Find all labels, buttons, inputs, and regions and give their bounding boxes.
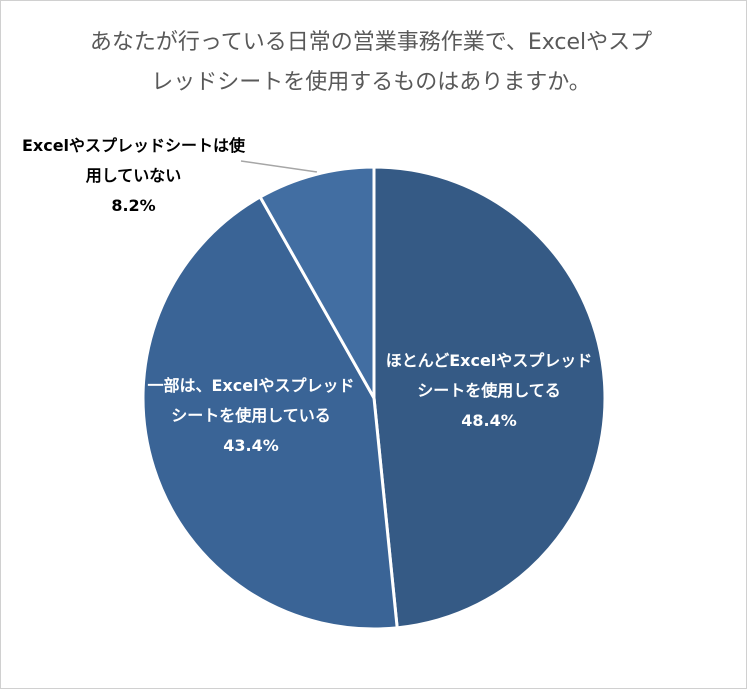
leader-line (240, 160, 318, 173)
slice-label: 一部は、Excelやスプレッドシートを使用している 43.4% (141, 371, 361, 461)
slice-label: ほとんどExcelやスプレッドシートを使用してる 48.4% (379, 346, 599, 436)
pie-slice (372, 165, 607, 630)
slice-label: Excelやスプレッドシートは使用していない 8.2% (21, 131, 246, 221)
chart-title: あなたが行っている日常の営業事務作業で、Excelやスプレッドシートを使用するも… (89, 30, 653, 95)
pie-slice (141, 194, 399, 631)
value-label: 48.4% (461, 411, 517, 430)
value-label: 8.2% (111, 196, 156, 215)
category-label: Excelやスプレッドシートは使用していない (21, 136, 246, 185)
pie-slice (258, 165, 376, 404)
value-label: 43.4% (223, 436, 279, 455)
category-label: 一部は、Excelやスプレッドシートを使用している (147, 376, 355, 425)
category-label: ほとんどExcelやスプレッドシートを使用してる (385, 351, 593, 400)
